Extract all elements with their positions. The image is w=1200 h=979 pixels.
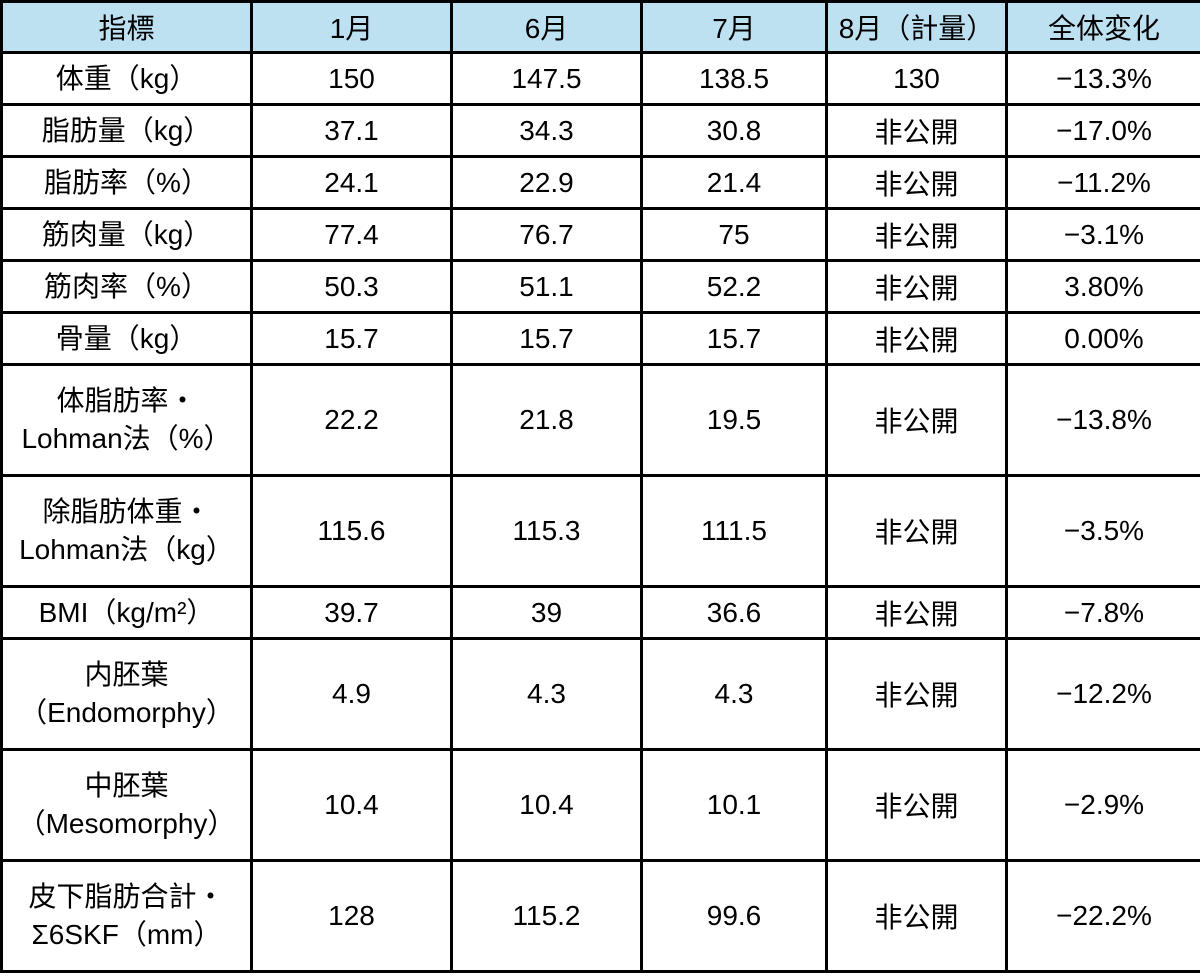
- cell-value: 非公開: [825, 585, 1008, 640]
- cell-value: −3.5%: [1005, 474, 1200, 588]
- cell-value: 非公開: [825, 155, 1008, 210]
- cell-value: 22.2: [250, 363, 453, 477]
- row-label: 皮下脂肪合計・ Σ6SKF（mm）: [0, 859, 253, 973]
- cell-value: 10.4: [250, 748, 453, 862]
- header-row: 指標 1月 6月 7月 8月（計量） 全体変化: [0, 0, 1200, 54]
- cell-value: 非公開: [825, 207, 1008, 262]
- row-label: 体脂肪率・ Lohman法（%）: [0, 363, 253, 477]
- col-header-january: 1月: [250, 0, 453, 54]
- table-row: 体重（kg） 150 147.5 138.5 130 −13.3%: [0, 51, 1200, 106]
- table-row: 内胚葉 （Endomorphy） 4.9 4.3 4.3 非公開 −12.2%: [0, 637, 1200, 751]
- cell-value: 77.4: [250, 207, 453, 262]
- cell-value: 115.2: [450, 859, 643, 973]
- cell-value: 128: [250, 859, 453, 973]
- table-row: 除脂肪体重・ Lohman法（kg） 115.6 115.3 111.5 非公開…: [0, 474, 1200, 588]
- cell-value: 非公開: [825, 103, 1008, 158]
- cell-value: 15.7: [450, 311, 643, 366]
- row-label: 骨量（kg）: [0, 311, 253, 366]
- cell-value: 10.4: [450, 748, 643, 862]
- cell-value: 76.7: [450, 207, 643, 262]
- cell-value: −7.8%: [1005, 585, 1200, 640]
- cell-value: 39: [450, 585, 643, 640]
- table-row: 中胚葉 （Mesomorphy） 10.4 10.4 10.1 非公開 −2.9…: [0, 748, 1200, 862]
- cell-value: 147.5: [450, 51, 643, 106]
- cell-value: 非公開: [825, 474, 1008, 588]
- cell-value: 50.3: [250, 259, 453, 314]
- cell-value: 15.7: [250, 311, 453, 366]
- row-label: 内胚葉 （Endomorphy）: [0, 637, 253, 751]
- col-header-overall-change: 全体変化: [1005, 0, 1200, 54]
- cell-value: 138.5: [640, 51, 828, 106]
- row-label: 中胚葉 （Mesomorphy）: [0, 748, 253, 862]
- cell-value: 4.3: [450, 637, 643, 751]
- row-label: 筋肉率（%）: [0, 259, 253, 314]
- cell-value: 0.00%: [1005, 311, 1200, 366]
- cell-value: 115.3: [450, 474, 643, 588]
- cell-value: 30.8: [640, 103, 828, 158]
- cell-value: −12.2%: [1005, 637, 1200, 751]
- table-row: BMI（kg/m²） 39.7 39 36.6 非公開 −7.8%: [0, 585, 1200, 640]
- table-row: 筋肉量（kg） 77.4 76.7 75 非公開 −3.1%: [0, 207, 1200, 262]
- row-label: BMI（kg/m²）: [0, 585, 253, 640]
- cell-value: −2.9%: [1005, 748, 1200, 862]
- cell-value: 非公開: [825, 748, 1008, 862]
- cell-value: 36.6: [640, 585, 828, 640]
- col-header-july: 7月: [640, 0, 828, 54]
- row-label: 筋肉量（kg）: [0, 207, 253, 262]
- cell-value: 115.6: [250, 474, 453, 588]
- cell-value: 19.5: [640, 363, 828, 477]
- cell-value: 39.7: [250, 585, 453, 640]
- cell-value: 22.9: [450, 155, 643, 210]
- col-header-indicator: 指標: [0, 0, 253, 54]
- cell-value: 非公開: [825, 637, 1008, 751]
- table-row: 皮下脂肪合計・ Σ6SKF（mm） 128 115.2 99.6 非公開 −22…: [0, 859, 1200, 973]
- table-row: 体脂肪率・ Lohman法（%） 22.2 21.8 19.5 非公開 −13.…: [0, 363, 1200, 477]
- col-header-august-weighin: 8月（計量）: [825, 0, 1008, 54]
- cell-value: 24.1: [250, 155, 453, 210]
- cell-value: 99.6: [640, 859, 828, 973]
- cell-value: 4.9: [250, 637, 453, 751]
- cell-value: 15.7: [640, 311, 828, 366]
- cell-value: 34.3: [450, 103, 643, 158]
- cell-value: 非公開: [825, 363, 1008, 477]
- cell-value: 111.5: [640, 474, 828, 588]
- cell-value: 非公開: [825, 259, 1008, 314]
- cell-value: 非公開: [825, 311, 1008, 366]
- cell-value: −11.2%: [1005, 155, 1200, 210]
- cell-value: 10.1: [640, 748, 828, 862]
- table-row: 脂肪率（%） 24.1 22.9 21.4 非公開 −11.2%: [0, 155, 1200, 210]
- row-label: 除脂肪体重・ Lohman法（kg）: [0, 474, 253, 588]
- row-label: 体重（kg）: [0, 51, 253, 106]
- cell-value: 37.1: [250, 103, 453, 158]
- cell-value: 75: [640, 207, 828, 262]
- cell-value: −3.1%: [1005, 207, 1200, 262]
- cell-value: −13.3%: [1005, 51, 1200, 106]
- table-row: 骨量（kg） 15.7 15.7 15.7 非公開 0.00%: [0, 311, 1200, 366]
- cell-value: 52.2: [640, 259, 828, 314]
- cell-value: 130: [825, 51, 1008, 106]
- cell-value: 150: [250, 51, 453, 106]
- cell-value: 4.3: [640, 637, 828, 751]
- row-label: 脂肪量（kg）: [0, 103, 253, 158]
- cell-value: 51.1: [450, 259, 643, 314]
- table-row: 脂肪量（kg） 37.1 34.3 30.8 非公開 −17.0%: [0, 103, 1200, 158]
- cell-value: 3.80%: [1005, 259, 1200, 314]
- row-label: 脂肪率（%）: [0, 155, 253, 210]
- cell-value: 21.4: [640, 155, 828, 210]
- cell-value: 21.8: [450, 363, 643, 477]
- cell-value: −13.8%: [1005, 363, 1200, 477]
- table-row: 筋肉率（%） 50.3 51.1 52.2 非公開 3.80%: [0, 259, 1200, 314]
- cell-value: −22.2%: [1005, 859, 1200, 973]
- cell-value: 非公開: [825, 859, 1008, 973]
- cell-value: −17.0%: [1005, 103, 1200, 158]
- col-header-june: 6月: [450, 0, 643, 54]
